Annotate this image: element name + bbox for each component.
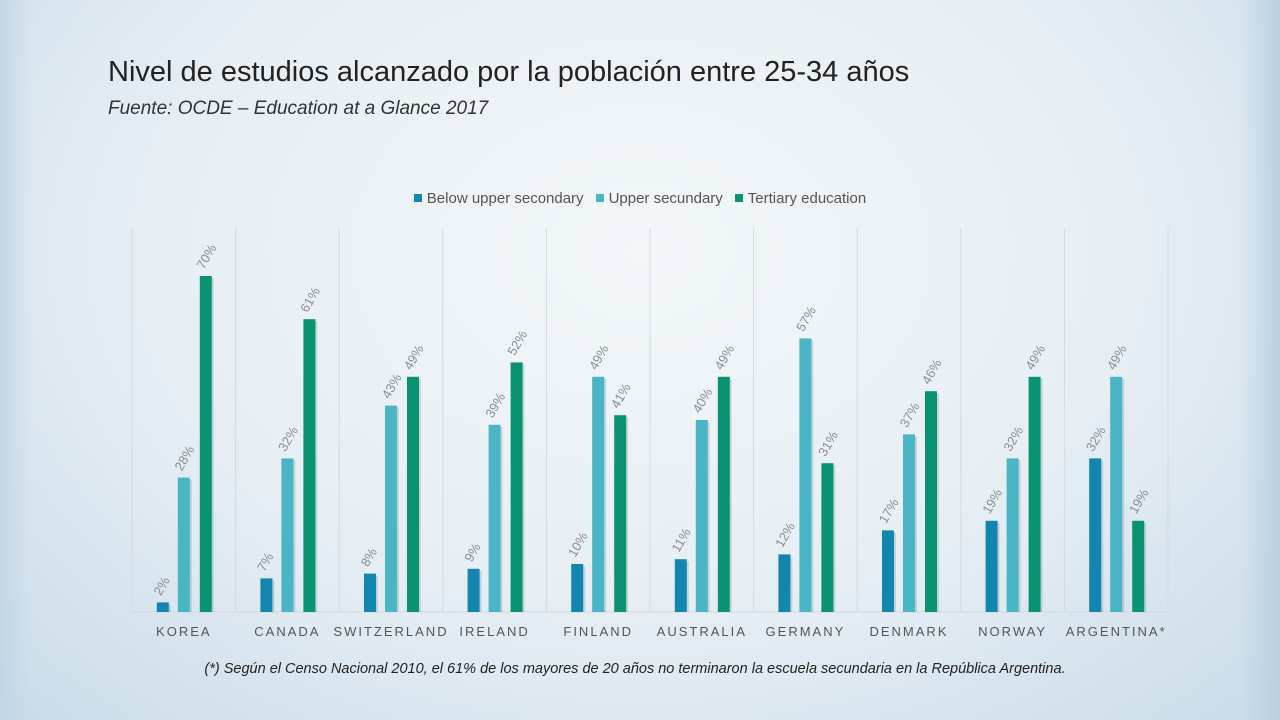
bar (717, 376, 730, 612)
data-label: 28% (171, 443, 197, 473)
bar (592, 376, 605, 612)
bar (882, 530, 894, 612)
data-label: 11% (668, 525, 694, 555)
background-edge-left (0, 0, 30, 720)
footnote: (*) Según el Censo Nacional 2010, el 61%… (204, 661, 1066, 677)
x-tick-label: AUSTRALIA (657, 624, 747, 639)
bar (1110, 376, 1123, 612)
bar (985, 520, 998, 612)
data-label: 10% (565, 529, 591, 559)
slide-subtitle: Fuente: OCDE – Education at a Glance 201… (108, 98, 489, 119)
legend-label: Upper secundary (608, 190, 723, 207)
bar (614, 415, 627, 612)
legend-swatch (734, 194, 743, 202)
bar (925, 391, 937, 612)
data-label: 9% (461, 540, 484, 564)
x-tick-label: IRELAND (459, 624, 529, 639)
x-tick-label: SWITZERLAND (333, 624, 448, 639)
data-label: 46% (919, 356, 945, 386)
bar (199, 276, 212, 612)
bar (385, 405, 397, 612)
legend-label: Below upper secondary (426, 190, 584, 207)
data-label: 49% (586, 342, 612, 372)
data-label: 37% (897, 399, 923, 429)
data-label: 32% (275, 423, 301, 453)
bar (467, 568, 480, 612)
bar (695, 420, 708, 612)
data-label: 70% (193, 241, 219, 271)
data-label: 39% (482, 390, 508, 420)
x-tick-label: ARGENTINA* (1066, 624, 1167, 639)
bar (674, 559, 687, 612)
x-tick-label: DENMARK (869, 624, 948, 639)
legend-item: Below upper secondary (413, 190, 584, 207)
legend-swatch (413, 194, 422, 202)
bar (260, 578, 273, 612)
chart-legend: Below upper secondary Upper secundary Tert… (0, 190, 1280, 207)
legend-item: Upper secundary (595, 190, 723, 207)
data-label: 19% (1126, 486, 1152, 516)
data-label: 19% (979, 486, 1005, 516)
data-label: 57% (793, 303, 819, 333)
bar (821, 463, 834, 612)
data-label: 49% (401, 342, 427, 372)
slide-title: Nivel de estudios alcanzado por la pobla… (108, 56, 910, 88)
background-edge-right (1240, 0, 1280, 720)
data-label: 12% (772, 519, 798, 549)
bar (364, 573, 376, 612)
bar (1089, 458, 1102, 612)
bar (903, 434, 915, 612)
bar (1132, 520, 1145, 612)
data-label: 17% (876, 495, 902, 525)
x-tick-label: NORWAY (978, 624, 1047, 639)
x-tick-label: FINLAND (563, 624, 633, 639)
bar (1006, 458, 1019, 612)
bar (778, 554, 791, 612)
data-label: 7% (254, 550, 277, 574)
bar (799, 338, 812, 612)
bar (1028, 376, 1041, 612)
data-label: 31% (815, 428, 841, 458)
data-label: 8% (358, 545, 381, 569)
bar (510, 362, 523, 612)
x-tick-label: KOREA (156, 624, 212, 639)
x-tick-label: GERMANY (766, 624, 846, 639)
data-label: 49% (1022, 342, 1048, 372)
bar (488, 424, 501, 612)
data-label: 41% (608, 380, 634, 410)
data-label: 32% (1083, 423, 1109, 453)
legend-swatch (595, 194, 604, 202)
data-label: 52% (504, 327, 530, 357)
bar (571, 564, 584, 612)
x-tick-label: CANADA (254, 624, 320, 639)
data-label: 40% (689, 385, 715, 415)
bar (407, 376, 419, 612)
data-label: 49% (1104, 342, 1130, 372)
data-label: 43% (379, 371, 405, 401)
legend-item: Tertiary education (734, 190, 867, 207)
bar (177, 477, 190, 612)
bar (303, 319, 316, 612)
data-label: 49% (711, 342, 737, 372)
legend-label: Tertiary education (747, 190, 867, 207)
bar (281, 458, 294, 612)
data-label: 32% (1000, 423, 1026, 453)
data-label: 2% (150, 574, 173, 598)
bar (156, 602, 169, 612)
data-label: 61% (297, 284, 323, 314)
